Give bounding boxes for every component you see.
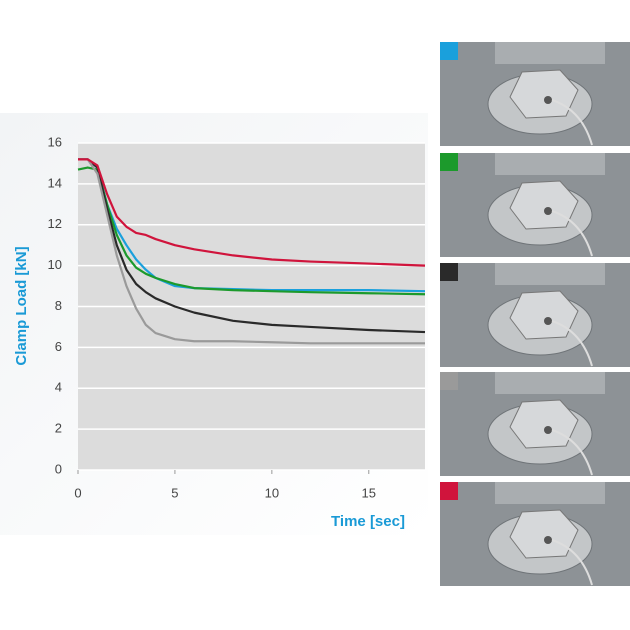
x-tick-label: 0 [74, 485, 81, 500]
color-tag [440, 263, 458, 281]
photo-plate [495, 153, 605, 175]
y-tick-label: 8 [55, 298, 62, 313]
x-tick-label: 5 [171, 485, 178, 500]
x-axis-title: Time [sec] [331, 513, 405, 530]
wire [551, 210, 593, 257]
bolt-head [509, 180, 579, 230]
wire [551, 320, 593, 367]
photo-strip [440, 42, 630, 586]
y-tick-label: 6 [55, 339, 62, 354]
bolt-head [509, 509, 579, 559]
x-tick-label: 10 [265, 485, 279, 500]
color-tag [440, 42, 458, 60]
wire [551, 99, 593, 146]
bolt-hole [544, 317, 552, 325]
series-line [78, 158, 425, 345]
y-tick-label: 2 [55, 421, 62, 436]
wire [551, 539, 593, 586]
photo-plate [495, 263, 605, 285]
bolt-hole [544, 207, 552, 215]
color-tag [440, 372, 458, 390]
y-tick-label: 0 [55, 461, 62, 476]
bolt-hole [544, 426, 552, 434]
y-tick-label: 12 [48, 216, 62, 231]
series-line [78, 158, 426, 334]
y-tick-label: 4 [55, 380, 62, 395]
color-tag [440, 482, 458, 500]
y-tick-label: 16 [48, 134, 62, 149]
y-tick-label: 14 [48, 175, 62, 190]
photo-plate [495, 42, 605, 64]
bolt-hole [544, 96, 552, 104]
series-line [78, 158, 426, 267]
bolt-head [509, 399, 579, 449]
y-tick-label: 10 [48, 257, 62, 272]
bolt-hole [544, 536, 552, 544]
color-tag [440, 153, 458, 171]
bolt-head [509, 69, 579, 119]
bolt-head [509, 290, 579, 340]
wire [551, 429, 593, 476]
y-axis-title: Clamp Load [kN] [13, 246, 30, 365]
photo-plate [495, 372, 605, 394]
x-tick-label: 15 [362, 485, 376, 500]
photo-plate [495, 482, 605, 504]
